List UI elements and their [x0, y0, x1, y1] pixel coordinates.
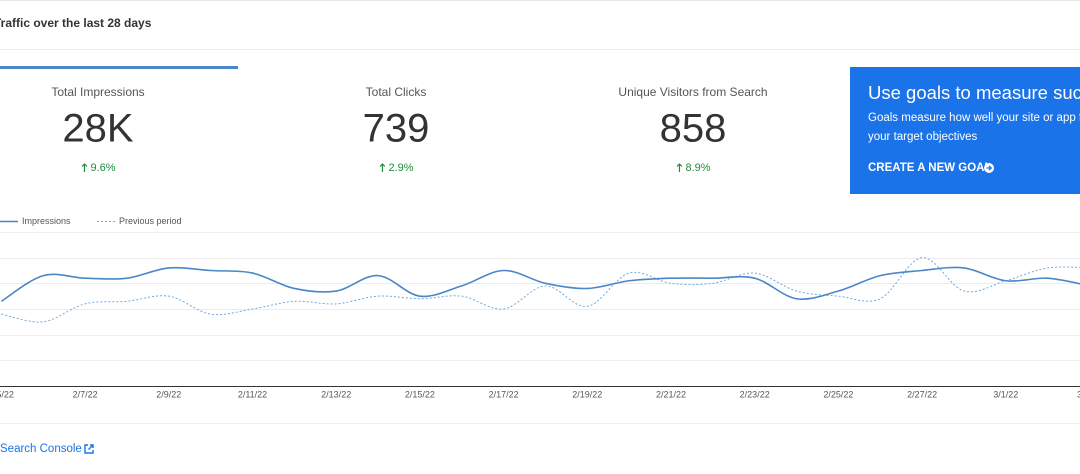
- up-arrow: [81, 163, 88, 172]
- up-arrow: [379, 163, 386, 172]
- legend: Previous period Impressions: [0, 216, 182, 226]
- create-goal-link[interactable]: CREATE A NEW GOAL: [868, 162, 992, 174]
- x-tick-label: 2/15/22: [405, 389, 435, 399]
- active-tab-indicator: [0, 66, 238, 69]
- metric-value: 739: [363, 107, 430, 151]
- metric-value: 28K: [62, 107, 133, 151]
- legend-label: Impressions: [22, 216, 71, 226]
- x-tick-label: 2/11/22: [238, 389, 267, 399]
- series-line: [1, 257, 1080, 323]
- search-console-link[interactable]: Search Console: [0, 443, 94, 455]
- external-icon: [84, 444, 94, 454]
- up-arrow: [676, 163, 683, 172]
- x-tick-label: 2/27/22: [907, 389, 937, 399]
- goal-description: Goals measure how well your site or app …: [868, 112, 1080, 124]
- footer-link[interactable]: Search Console: [0, 443, 82, 455]
- x-tick-label: 3/3/22: [1077, 389, 1080, 399]
- series-line: [0, 266, 1080, 302]
- metric-change: 2.9%: [388, 162, 413, 174]
- metric-change: 9.6%: [90, 162, 115, 174]
- create-goal-button[interactable]: CREATE A NEW GOAL: [868, 162, 994, 174]
- x-tick-label: 2/7/22: [73, 389, 98, 399]
- goal-card: Use goals to measure success Goals measu…: [850, 67, 1080, 194]
- goal-title: Use goals to measure success: [868, 82, 1080, 103]
- x-tick-label: 3/1/22: [993, 389, 1018, 399]
- x-tick-label: 2/21/22: [656, 389, 686, 399]
- goal-description: your target objectives: [868, 131, 978, 143]
- metric-value: 858: [660, 107, 727, 151]
- arrow-icon-glyph: [986, 165, 993, 171]
- x-tick-label: 2/9/22: [156, 389, 181, 399]
- metric-label: Total Clicks: [366, 85, 427, 99]
- line-chart: 2/5/22 2/7/22 2/9/22 2/11/22 2/13/22 2/15/22 2…: [0, 232, 1080, 399]
- header-title: Traffic over the last 28 days: [0, 16, 152, 30]
- x-tick-label: 2/25/22: [823, 389, 853, 399]
- x-tick-label: 2/13/22: [321, 389, 351, 399]
- x-tick-label: 2/5/22: [0, 389, 14, 399]
- metric-label: Unique Visitors from Search: [618, 85, 767, 99]
- metric-label: Total Impressions: [51, 85, 144, 99]
- legend-label: Previous period: [119, 216, 182, 226]
- metrics: Total Impressions 28K 9.6% Total Clicks 739 2…: [51, 85, 767, 174]
- x-tick-label: 2/17/22: [489, 389, 519, 399]
- x-tick-label: 2/19/22: [572, 389, 602, 399]
- metric-change: 8.9%: [685, 162, 710, 174]
- x-tick-label: 2/23/22: [740, 389, 770, 399]
- goal-card-bg: [850, 67, 1080, 194]
